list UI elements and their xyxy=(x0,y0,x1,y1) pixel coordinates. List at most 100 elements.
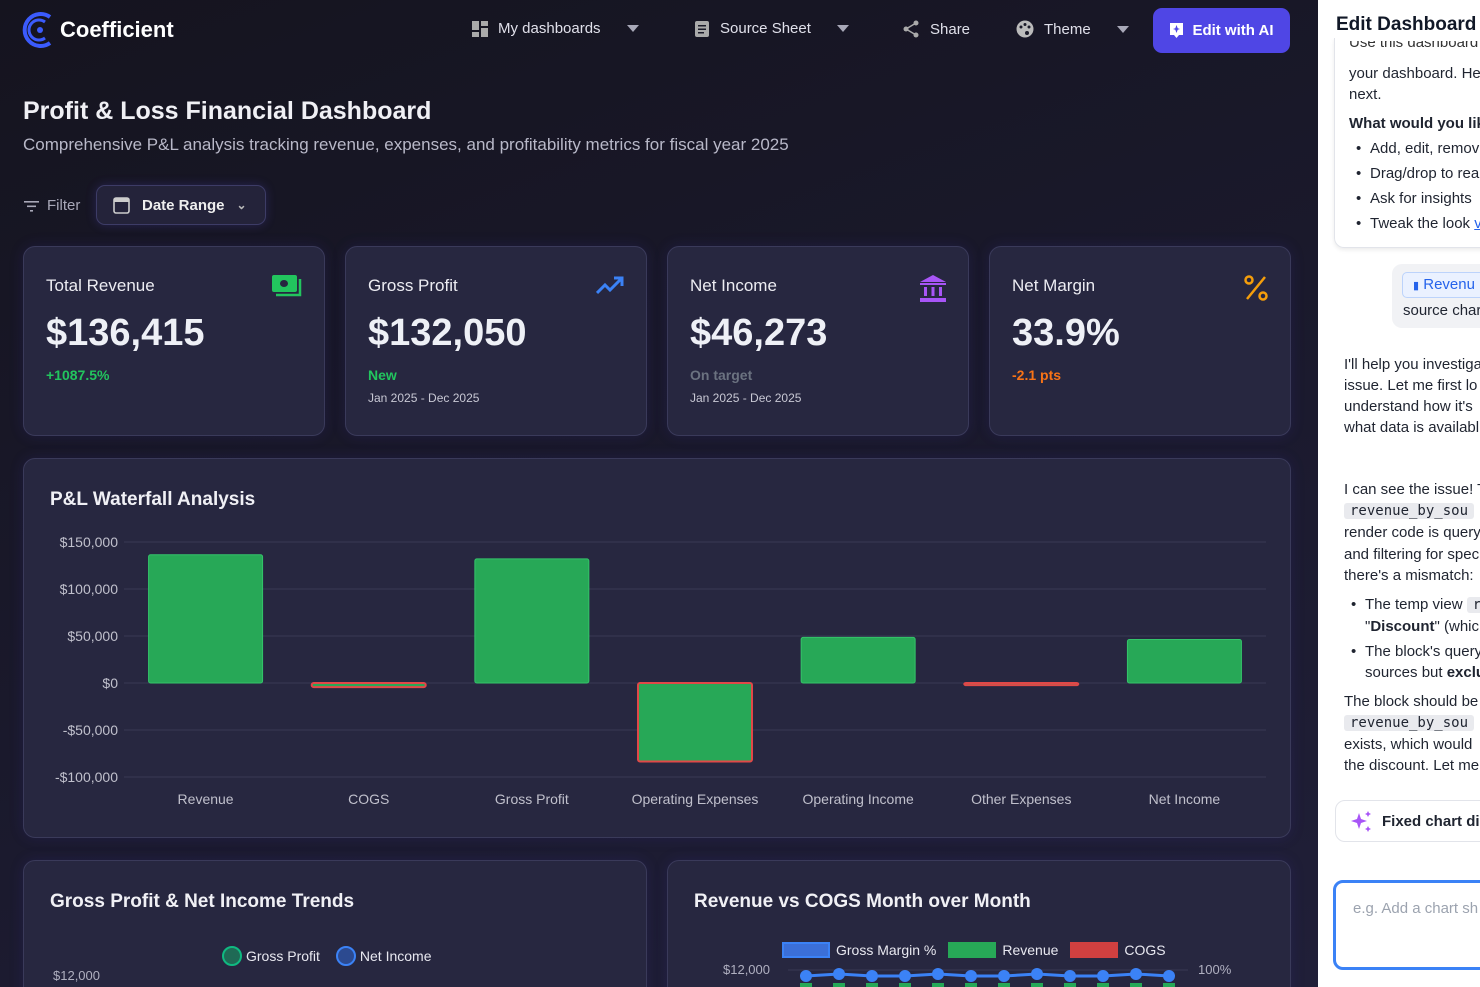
message-text: what data is availabl xyxy=(1344,419,1480,436)
y-tick-label: -$100,000 xyxy=(55,769,118,785)
waterfall-bar xyxy=(148,554,264,684)
kpi-card-gross-profit: Gross Profit $132,050 New Jan 2025 - Dec… xyxy=(345,246,647,436)
legend-label: Net Income xyxy=(359,948,432,964)
y-tick-label-right: 100% xyxy=(1198,962,1232,977)
x-tick-label: Net Income xyxy=(1149,791,1221,807)
legend-label: COGS xyxy=(1124,942,1166,958)
revenue-bar xyxy=(932,983,944,987)
kpi-title: Net Income xyxy=(690,276,777,295)
link[interactable]: v xyxy=(1474,215,1480,232)
revenue-bar xyxy=(866,983,878,987)
code-snippet: revenue_by_sou xyxy=(1344,715,1475,731)
kpi-title: Net Margin xyxy=(1012,276,1096,295)
kpi-card-net-income: Net Income $46,273 On target Jan 2025 - … xyxy=(667,246,969,436)
list-item: Add, edit, remov xyxy=(1356,138,1479,159)
waterfall-bar xyxy=(474,558,590,684)
message-text: the discount. Let me xyxy=(1344,757,1480,774)
code-snippet: revenue_by_sou xyxy=(1344,503,1475,519)
brand-name: Coefficient xyxy=(60,17,174,42)
y-tick-label: $150,000 xyxy=(60,534,119,550)
page-title: Profit & Loss Financial Dashboard xyxy=(23,97,432,125)
nav-my-dashboards[interactable]: My dashboards xyxy=(472,20,639,37)
kpi-value: $136,415 xyxy=(46,312,205,354)
date-range-label: Date Range xyxy=(142,196,225,214)
edit-with-ai-button[interactable]: Edit with AI xyxy=(1153,8,1290,53)
brand-logo[interactable]: Coefficient xyxy=(20,11,174,49)
chart-legend: Gross Margin % Revenue COGS xyxy=(782,942,1166,958)
money-icon xyxy=(272,275,302,297)
nav-source-sheet[interactable]: Source Sheet xyxy=(694,20,849,37)
message-heading: What would you lik xyxy=(1349,115,1480,132)
legend-label: Gross Profit xyxy=(246,948,320,964)
chart-reference-chip[interactable]: ▮​ Revenu xyxy=(1402,272,1480,298)
nav-theme[interactable]: Theme xyxy=(1016,20,1129,38)
waterfall-chart: $150,000 $100,000 $50,000 $0 -$50,000 -$100,0… xyxy=(55,534,1266,807)
x-tick-label: Operating Income xyxy=(802,791,913,807)
kpi-card-net-margin: Net Margin 33.9% -2.1 pts xyxy=(989,246,1291,436)
nav-label: My dashboards xyxy=(498,20,601,37)
message-text: source char xyxy=(1403,302,1480,319)
edit-with-ai-label: Edit with AI xyxy=(1192,22,1274,39)
chart-title: P&L Waterfall Analysis xyxy=(50,489,256,510)
kpi-value: $132,050 xyxy=(368,312,527,354)
document-icon xyxy=(695,20,709,37)
gross-margin-point xyxy=(899,970,911,982)
message-text: issue. Let me first lo xyxy=(1344,377,1478,394)
kpi-change: On target xyxy=(690,367,753,383)
legend-swatch xyxy=(1070,942,1119,958)
kpi-period: Jan 2025 - Dec 2025 xyxy=(368,391,480,405)
y-tick-label: -$50,000 xyxy=(63,722,118,738)
legend-swatch xyxy=(782,942,830,958)
sparkles-icon xyxy=(1351,811,1371,832)
top-bar: Coefficient My dashboards Source Sheet S… xyxy=(0,0,1318,62)
dashboard-icon xyxy=(472,20,488,37)
nav-label: Share xyxy=(930,20,971,38)
x-tick-label: Operating Expenses xyxy=(632,791,759,807)
chart-legend: Gross Profit Net Income xyxy=(222,946,432,966)
kpi-change: New xyxy=(368,367,397,383)
chat-input-placeholder: e.g. Add a chart sh xyxy=(1353,900,1479,917)
gross-margin-point xyxy=(965,970,977,982)
y-tick-label-left: $12,000 xyxy=(723,962,770,977)
waterfall-bar xyxy=(637,682,753,763)
gross-margin-point xyxy=(833,968,845,980)
gross-margin-point xyxy=(1163,970,1175,982)
revenue-bar xyxy=(800,983,812,987)
x-tick-label: Revenue xyxy=(178,791,234,807)
share-icon xyxy=(903,20,919,38)
list-item-cont: sources but exclu xyxy=(1365,664,1480,681)
filter-label: Filter xyxy=(24,197,80,214)
gross-margin-point xyxy=(1031,968,1043,980)
list-item: Ask for insights xyxy=(1356,188,1472,209)
revenue-bar xyxy=(1097,983,1109,987)
revenue-bar xyxy=(1031,983,1043,987)
list-item-cont: "Discount" (whic xyxy=(1365,618,1479,635)
chat-input[interactable]: e.g. Add a chart sh xyxy=(1333,880,1480,970)
waterfall-bar xyxy=(800,636,916,684)
kpi-change: -2.1 pts xyxy=(1012,367,1062,383)
message-text: I'll help you investiga xyxy=(1344,356,1480,373)
chart-icon: ▮​ xyxy=(1413,280,1420,292)
gross-margin-point xyxy=(1130,968,1142,980)
revenue-bar xyxy=(833,983,845,987)
gross-margin-point xyxy=(800,970,812,982)
gross-margin-line xyxy=(805,972,1170,978)
gross-margin-point xyxy=(1064,970,1076,982)
kpi-value: $46,273 xyxy=(690,312,828,354)
nav-share[interactable]: Share xyxy=(902,20,970,38)
revenue-bar xyxy=(1130,983,1142,987)
list-item: Tweak the look v xyxy=(1356,213,1480,234)
date-range-dropdown[interactable]: Date Range ⌄ xyxy=(96,185,266,225)
bank-icon xyxy=(920,275,946,302)
gross-margin-point xyxy=(998,970,1010,982)
waterfall-bar xyxy=(310,682,427,689)
legend-label: Revenue xyxy=(1002,942,1059,958)
kpi-period: Jan 2025 - Dec 2025 xyxy=(690,391,802,405)
chart-title: Revenue vs COGS Month over Month xyxy=(694,891,1031,912)
message-text: Use this dashboard xyxy=(1349,41,1479,51)
status-chip[interactable]: Fixed chart dis xyxy=(1335,800,1480,842)
kpi-card-total-revenue: Total Revenue $136,415 +1087.5% xyxy=(23,246,325,436)
revenue-bar xyxy=(998,983,1010,987)
y-tick-label: $0 xyxy=(102,675,118,691)
gross-margin-point xyxy=(932,968,944,980)
